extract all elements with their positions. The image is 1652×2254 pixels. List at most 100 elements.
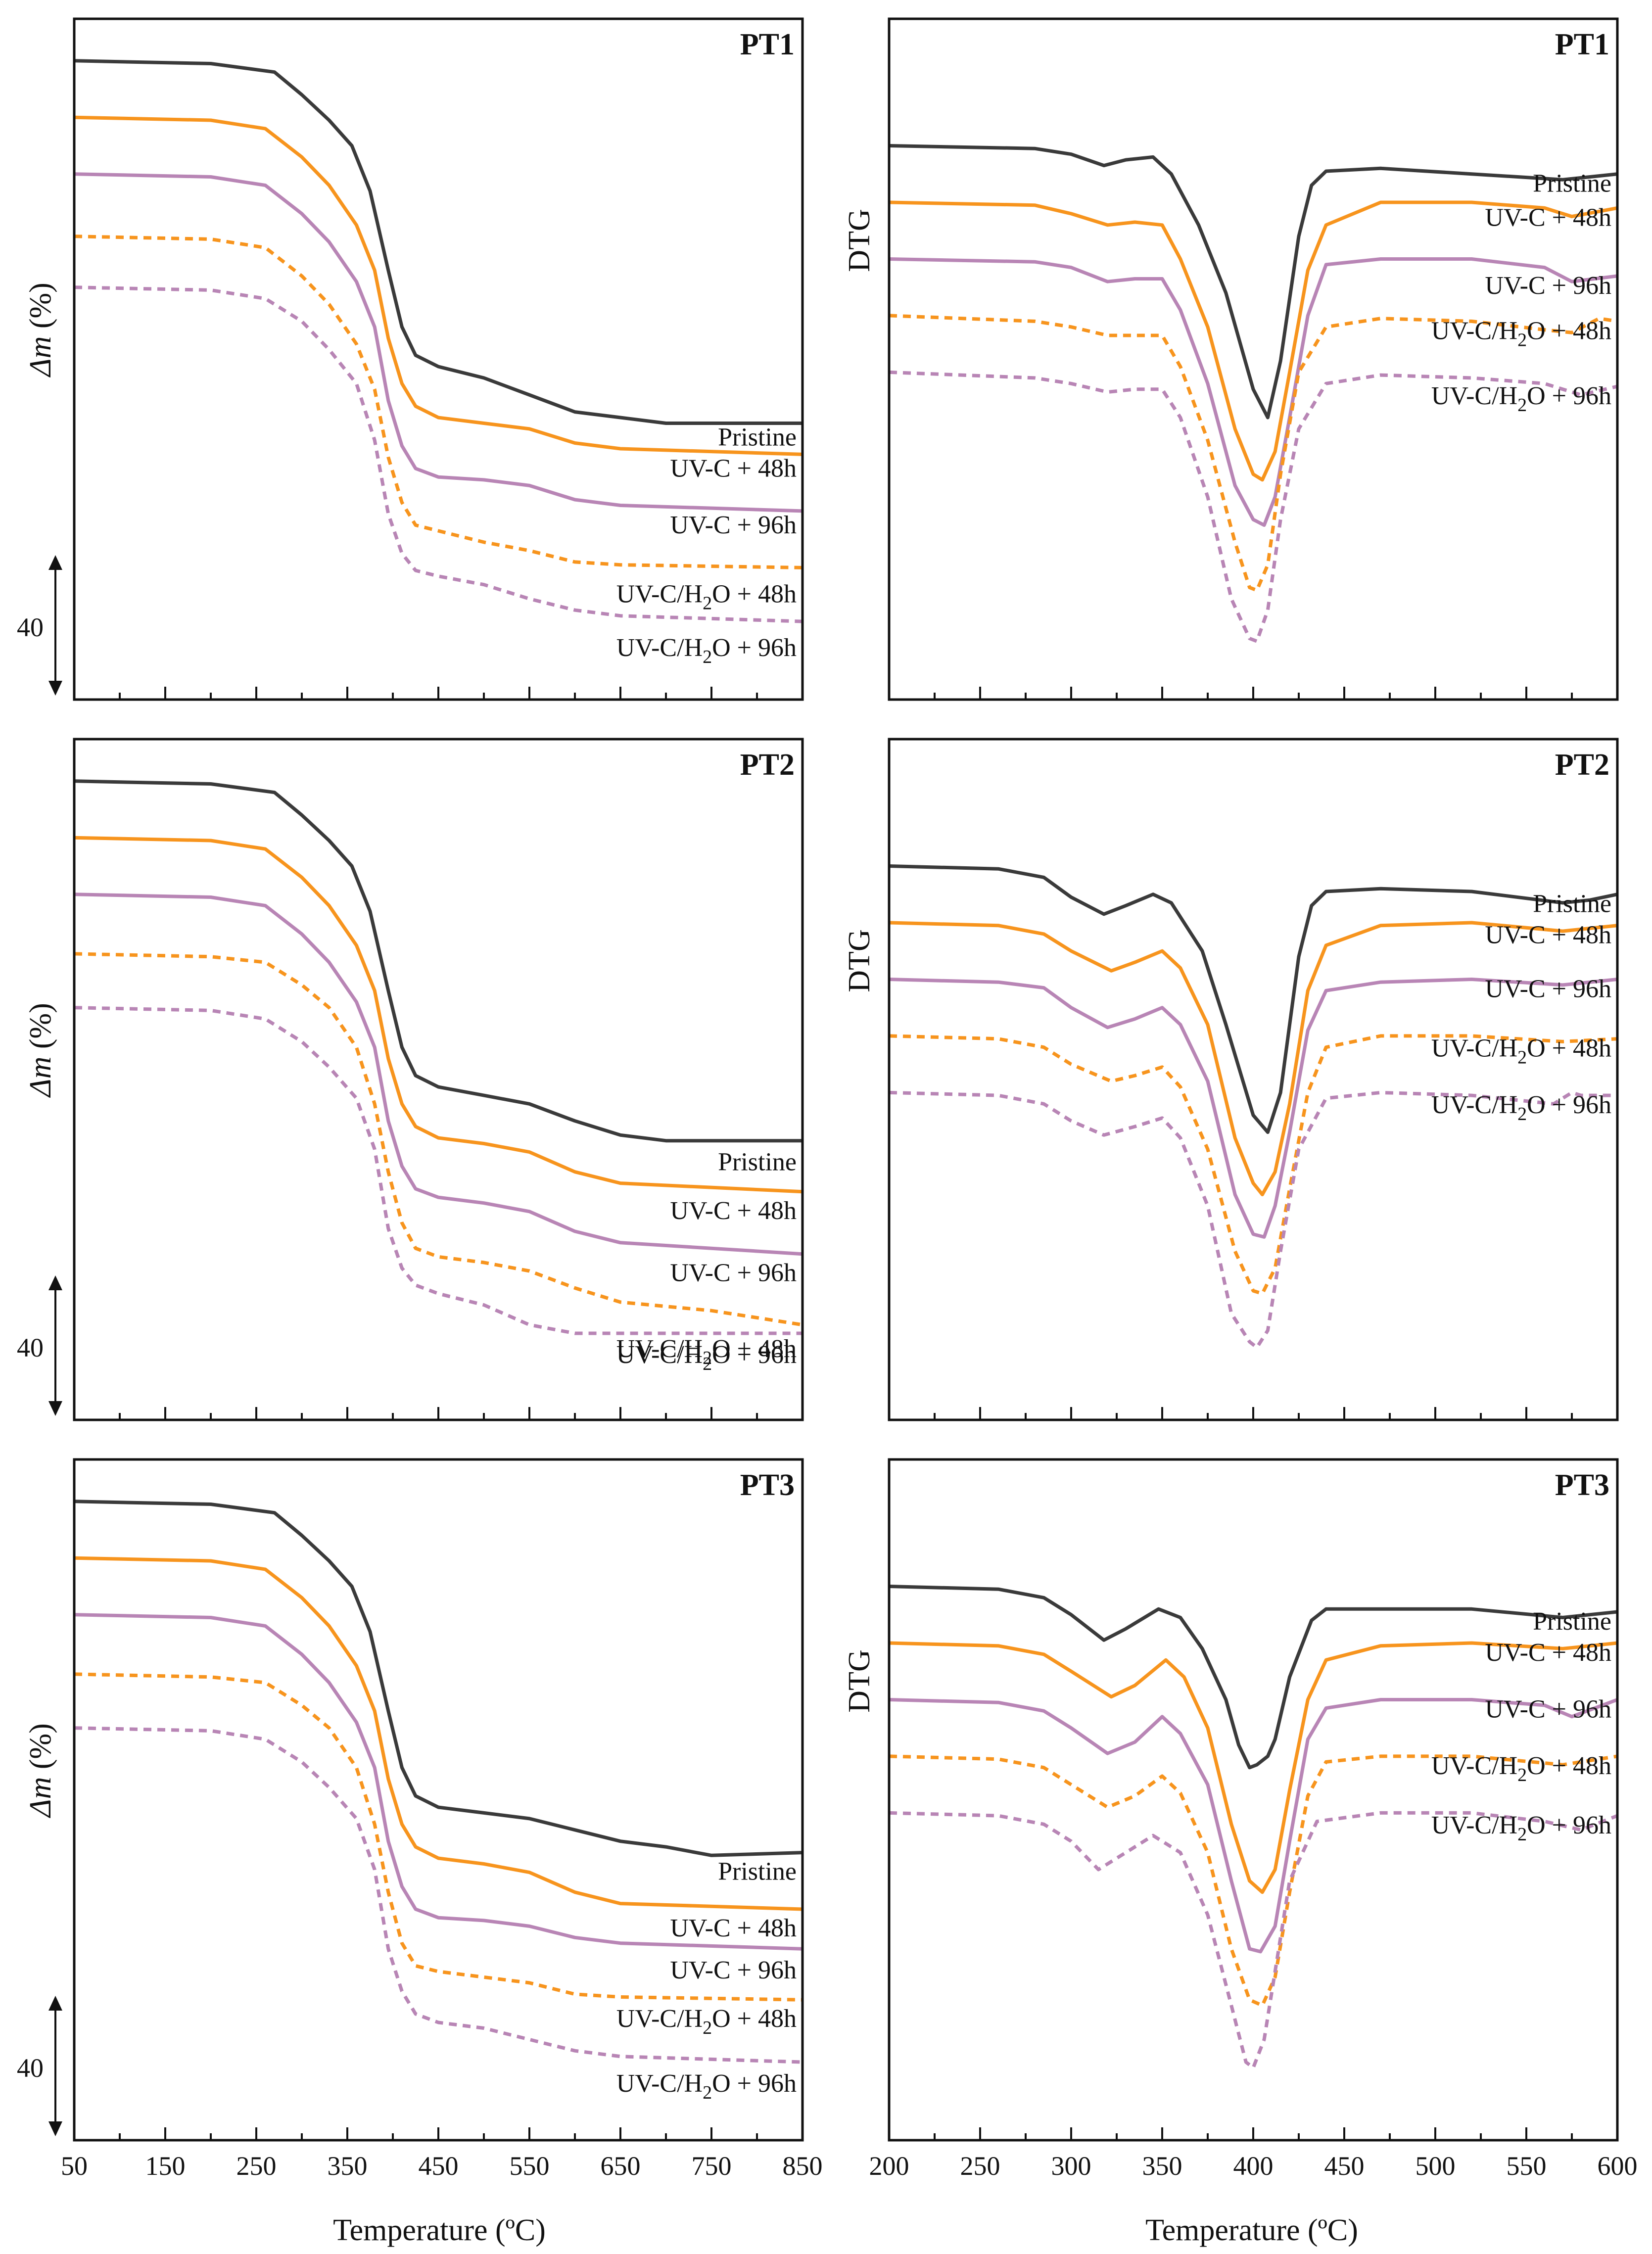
x-tick-label: 150: [145, 2151, 186, 2181]
series-label-subscript: 2: [703, 1354, 712, 1374]
series-label-part: O + 48h: [1527, 1034, 1611, 1063]
x-tick-label: 50: [61, 2151, 88, 2181]
series-label-uv-c-48h: UV-C + 48h: [670, 1197, 797, 1225]
series-line-uv-c-48h: [889, 921, 1617, 1196]
series-label-part: UV-C/H: [616, 2005, 703, 2033]
series-line-uv-c-h2o-48h: [889, 1034, 1617, 1296]
series-label-uv-c-96h: UV-C + 96h: [1485, 272, 1611, 300]
series-line-uv-c-96h: [74, 172, 802, 513]
series-label-uv-c-48h: UV-C + 48h: [1485, 203, 1611, 232]
series-line-uv-c-h2o-48h: [74, 952, 802, 1327]
chart-panel-pt3-dtg: Pristine UV-C + 48h UV-C + 96h UV-C/H2O + 4…: [843, 1458, 1638, 2181]
series-line-uv-c-h2o-48h: [74, 1672, 802, 2002]
series-line-pristine: [889, 864, 1617, 1134]
series-label-part: UV-C/H: [616, 634, 703, 662]
series-label-subscript: 2: [1517, 1765, 1527, 1785]
scale-bar-value: 40: [17, 1333, 44, 1362]
series-label-subscript: 2: [703, 2018, 712, 2038]
y-axis-label: Δm (%): [24, 1003, 57, 1098]
series-label-pristine: Pristine: [1533, 1607, 1611, 1636]
series-label-part: O + 96h: [712, 2069, 797, 2098]
x-tick-label: 650: [601, 2151, 641, 2181]
series-line-pristine: [74, 1500, 802, 1857]
x-tick-label: 850: [783, 2151, 823, 2181]
y-axis-label: Δm (%): [24, 282, 57, 378]
x-tick-label: 350: [1142, 2151, 1182, 2181]
series-label-uv-c-h2o-48h: UV-C/H2O + 48h: [1431, 1034, 1611, 1068]
series-label-uv-c-96h: UV-C + 96h: [670, 1956, 797, 1984]
y-axis-label-unit: (%): [24, 1723, 57, 1777]
scale-bar-value: 40: [17, 612, 44, 642]
series-label-uv-c-96h: UV-C + 96h: [1485, 1695, 1611, 1723]
series-line-uv-c-h2o-96h: [74, 285, 802, 623]
series-label-uv-c-h2o-48h: UV-C/H2O + 48h: [616, 1335, 797, 1368]
y-axis-label-unit: (%): [24, 1003, 57, 1056]
scale-bar-arrow-up: [48, 1996, 62, 2011]
series-label-part: UV-C/H: [1431, 1752, 1517, 1780]
series-label-part: UV-C/H: [1431, 382, 1517, 410]
series-label-pristine: Pristine: [1533, 890, 1611, 918]
series-label-uv-c-h2o-96h: UV-C/H2O + 96h: [616, 634, 797, 667]
series-line-uv-c-h2o-48h: [889, 1754, 1617, 2008]
scale-bar-arrow-up: [48, 1275, 62, 1290]
series-label-subscript: 2: [703, 647, 712, 667]
series-line-uv-c-96h: [889, 257, 1617, 527]
series-label-pristine: Pristine: [718, 1148, 797, 1176]
x-tick-label: 300: [1051, 2151, 1091, 2181]
series-label-uv-c-48h: UV-C + 48h: [670, 1914, 797, 1942]
series-label-part: UV-C/H: [1431, 1034, 1517, 1063]
y-axis-label: DTG: [843, 1649, 876, 1712]
series-label-pristine: Pristine: [718, 1858, 797, 1886]
x-tick-label: 450: [419, 2151, 459, 2181]
series-label-uv-c-h2o-96h: UV-C/H2O + 96h: [616, 1341, 797, 1374]
y-axis-label: DTG: [843, 209, 876, 272]
series-line-uv-c-48h: [889, 200, 1617, 482]
scale-bar-arrow-up: [48, 555, 62, 570]
series-label-part: O + 48h: [712, 580, 797, 608]
series-line-uv-c-h2o-96h: [889, 1090, 1617, 1350]
series-label-part: UV-C/H: [616, 1335, 703, 1363]
series-line-uv-c-h2o-96h: [889, 370, 1617, 643]
panel-title: PT1: [1555, 28, 1609, 61]
x-tick-label: 200: [869, 2151, 909, 2181]
series-line-uv-c-48h: [74, 115, 802, 456]
chart-panel-pt1-tga: Pristine UV-C + 48h UV-C + 96h UV-C/H2 O + 4…: [17, 17, 804, 701]
series-label-part: O + 48h: [1527, 1752, 1611, 1780]
series-label-uv-c-h2o-96h: UV-C/H2O + 96h: [616, 2069, 797, 2103]
x-tick-label: 400: [1233, 2151, 1274, 2181]
series-label-uv-c-h2o-96h: UV-C/H2O + 96h: [1431, 1091, 1611, 1125]
series-label-subscript: 2: [1517, 1104, 1527, 1125]
series-label-subscript: 2: [1517, 395, 1527, 416]
panel-title: PT2: [1555, 748, 1609, 782]
series-label-part: UV-C/H: [616, 1341, 703, 1369]
series-label-uv-c-h2o-48h: UV-C/H2O + 48h: [616, 2005, 797, 2038]
series-label-part: O + 48h: [1527, 317, 1611, 345]
series-label-pristine: Pristine: [718, 423, 797, 451]
series-line-uv-c-h2o-48h: [889, 314, 1617, 592]
series-line-uv-c-48h: [74, 836, 802, 1194]
y-axis-label-symbol: Δm: [24, 1057, 57, 1098]
scale-bar-arrow-down: [48, 2121, 62, 2136]
series-label-uv-c-96h: UV-C + 96h: [670, 511, 797, 539]
series-line-uv-c-48h: [889, 1641, 1617, 1894]
series-line-pristine: [74, 59, 802, 425]
x-tick-label: 250: [236, 2151, 277, 2181]
scale-bar-arrow-down: [48, 681, 62, 696]
series-line-uv-c-h2o-96h: [889, 1811, 1617, 2070]
y-axis-label-unit: (%): [24, 282, 57, 336]
series-line-uv-c-96h: [889, 978, 1617, 1239]
series-label-uv-c-48h: UV-C + 48h: [670, 454, 797, 482]
series-label-uv-c-48h: UV-C + 48h: [1485, 1639, 1611, 1667]
chart-panel-pt2-tga: Pristine UV-C + 48h UV-C + 96h UV-C/H2O + 4…: [17, 738, 804, 1421]
panel-title: PT2: [740, 748, 795, 782]
y-axis-label: DTG: [843, 929, 876, 992]
series-line-pristine: [889, 144, 1617, 420]
series-line-uv-c-96h: [889, 1698, 1617, 1954]
y-axis-label-symbol: Δm: [24, 1777, 57, 1819]
series-label-part: O + 48h: [712, 2005, 797, 2033]
series-label-uv-c-h2o-96h: UV-C/H2O + 96h: [1431, 1811, 1611, 1845]
